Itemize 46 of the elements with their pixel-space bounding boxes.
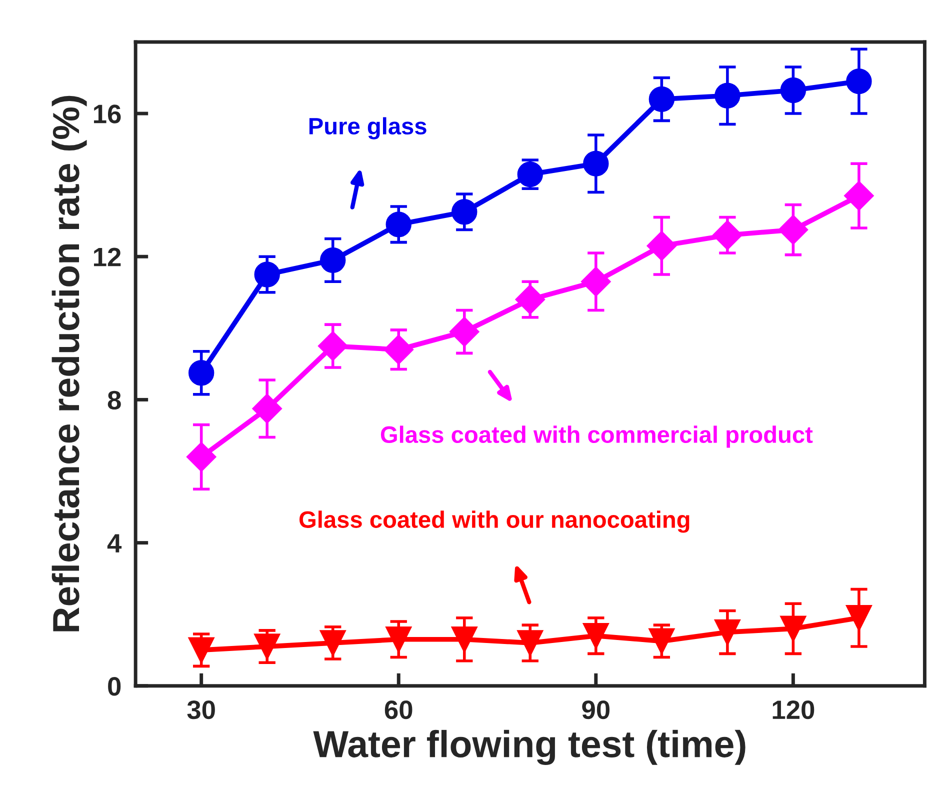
annotation: Pure glass xyxy=(309,117,426,140)
point xyxy=(318,331,348,361)
point xyxy=(386,212,412,238)
point xyxy=(780,616,806,642)
point xyxy=(450,316,480,347)
y-axis-title: Reflectance reduction rate (%) xyxy=(52,96,87,632)
point xyxy=(320,630,346,656)
point xyxy=(778,214,808,245)
point xyxy=(188,360,214,386)
x-axis-title: Water flowing test (time) xyxy=(313,730,746,766)
point xyxy=(452,626,478,652)
point xyxy=(712,220,742,250)
point xyxy=(515,284,545,314)
x-tick-label: 90 xyxy=(582,700,610,720)
point xyxy=(254,262,280,288)
point xyxy=(517,630,543,656)
point xyxy=(714,619,740,646)
x-tick-label: 60 xyxy=(384,700,412,720)
y-tick-label: 12 xyxy=(94,248,121,266)
x-tick-label: 120 xyxy=(772,700,814,720)
x-tick-label: 30 xyxy=(187,700,215,720)
y-tick-label: 16 xyxy=(94,104,121,124)
point xyxy=(583,622,609,649)
y-tick-label: 8 xyxy=(108,390,121,410)
point xyxy=(252,394,282,424)
point xyxy=(844,181,874,211)
point xyxy=(846,605,872,631)
point xyxy=(648,86,675,112)
y-tick-label: 0 xyxy=(108,677,121,696)
point xyxy=(384,334,414,364)
annotation: Glass coated with our nanocoating xyxy=(299,510,690,533)
point xyxy=(254,634,280,660)
point xyxy=(583,150,609,176)
point xyxy=(320,247,346,274)
point xyxy=(452,199,478,225)
point xyxy=(188,637,214,663)
point xyxy=(581,266,611,296)
point xyxy=(780,77,806,104)
point xyxy=(386,626,412,652)
point xyxy=(646,231,676,261)
point xyxy=(648,628,675,654)
y-tick-label: 4 xyxy=(107,534,122,552)
point xyxy=(186,442,216,472)
point xyxy=(846,68,872,94)
annotation: Glass coated with commercial product xyxy=(380,426,813,448)
point xyxy=(714,82,740,108)
